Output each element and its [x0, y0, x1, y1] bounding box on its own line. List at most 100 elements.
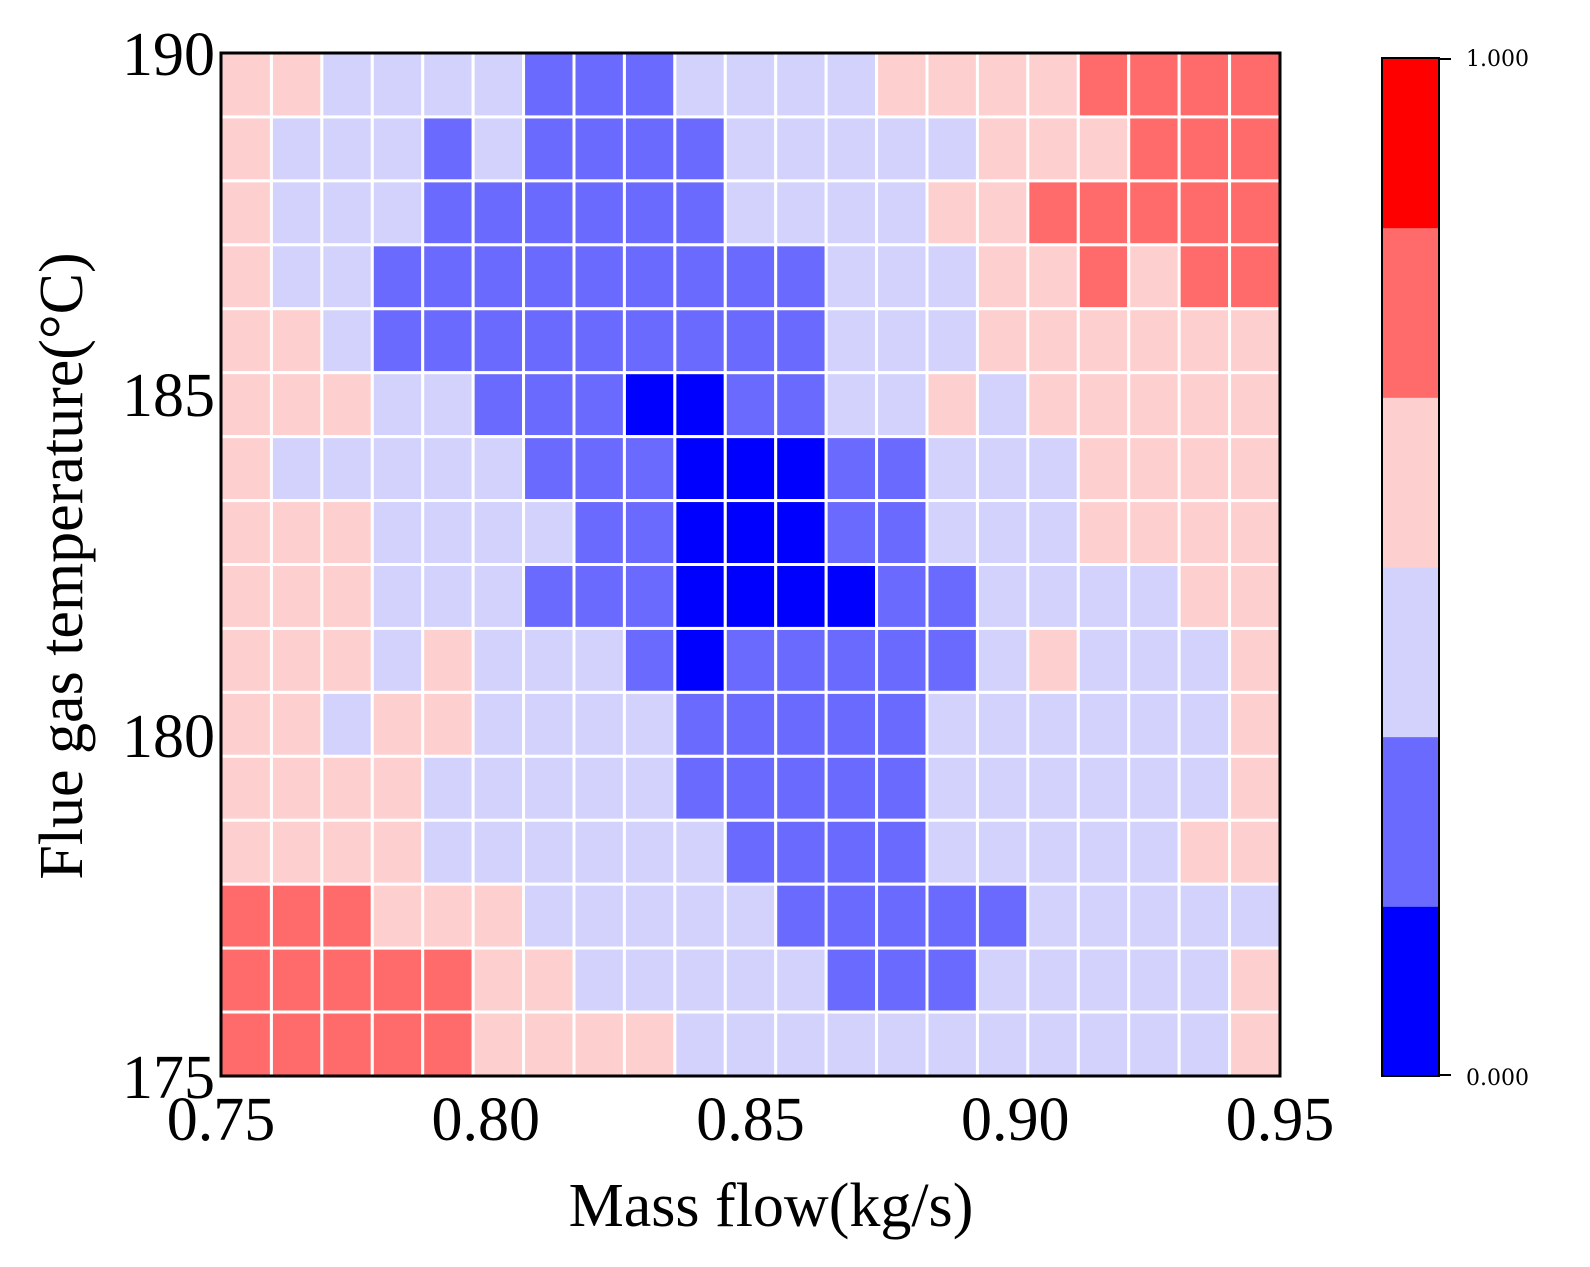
- heatmap-cell: [471, 818, 526, 886]
- heatmap-cell: [471, 882, 526, 950]
- heatmap-cell: [370, 51, 425, 119]
- x-tick-label: 0.75: [167, 1086, 276, 1154]
- heatmap-cell: [723, 371, 778, 439]
- heatmap-cell: [774, 435, 828, 503]
- heatmap-cell: [824, 754, 879, 822]
- x-tick-label: 0.85: [696, 1086, 805, 1154]
- heatmap-cell: [471, 435, 526, 503]
- heatmap-cell: [774, 754, 828, 822]
- heatmap-cell: [421, 499, 475, 566]
- heatmap-cell: [774, 690, 828, 758]
- heatmap-cell: [1177, 626, 1232, 694]
- heatmap-cell: [421, 946, 475, 1014]
- heatmap-cell: [522, 626, 576, 694]
- heatmap-cell: [622, 563, 677, 630]
- heatmap-cell: [1076, 563, 1131, 630]
- heatmap-cell: [421, 882, 475, 950]
- heatmap-cell: [673, 818, 727, 886]
- heatmap-cell: [875, 754, 929, 822]
- heatmap-cell: [320, 946, 374, 1014]
- heatmap-cell: [219, 179, 273, 247]
- heatmap-cell: [925, 115, 979, 183]
- heatmap-cell: [1127, 51, 1181, 119]
- heatmap-cell: [1026, 946, 1080, 1014]
- heatmap-cell: [1228, 1010, 1282, 1078]
- heatmap-cell: [622, 499, 677, 566]
- heatmap-cell: [824, 1010, 879, 1078]
- heatmap-cell: [219, 499, 273, 566]
- heatmap-cell: [522, 1010, 576, 1078]
- heatmap-cell: [572, 51, 626, 119]
- heatmap-cell: [269, 754, 324, 822]
- heatmap-cell: [723, 754, 778, 822]
- heatmap-cell: [471, 243, 526, 311]
- heatmap-cell: [572, 499, 626, 566]
- heatmap-cell: [824, 51, 879, 119]
- heatmap-cell: [1026, 435, 1080, 503]
- heatmap-cell: [975, 115, 1030, 183]
- heatmap-cell: [421, 307, 475, 375]
- heatmap-cell: [1076, 307, 1131, 375]
- heatmap-cell: [320, 818, 374, 886]
- colorbar-max-label: 1.000: [1466, 47, 1529, 72]
- heatmap-cell: [925, 307, 979, 375]
- heatmap-cell: [269, 243, 324, 311]
- heatmap-cell: [673, 115, 727, 183]
- heatmap-cell: [875, 243, 929, 311]
- heatmap-cell: [622, 115, 677, 183]
- heatmap-cell: [1076, 179, 1131, 247]
- heatmap-cell: [1177, 1010, 1232, 1078]
- heatmap-cell: [522, 179, 576, 247]
- heatmap-cell: [219, 563, 273, 630]
- heatmap-cell: [320, 1010, 374, 1078]
- heatmap-cell: [975, 179, 1030, 247]
- heatmap-cell: [622, 882, 677, 950]
- heatmap-cell: [572, 690, 626, 758]
- heatmap-cell: [1228, 946, 1282, 1014]
- heatmap-cell: [219, 626, 273, 694]
- heatmap-cell: [723, 563, 778, 630]
- y-tick-label: 180: [122, 703, 215, 771]
- heatmap-cell: [875, 371, 929, 439]
- heatmap-cell: [824, 563, 879, 630]
- heatmap-cell: [1177, 307, 1232, 375]
- heatmap-cell: [1127, 243, 1181, 311]
- heatmap-cell: [370, 563, 425, 630]
- colorbar: [1382, 58, 1439, 1077]
- heatmap-cell: [774, 307, 828, 375]
- heatmap-cell: [471, 51, 526, 119]
- heatmap-cell: [269, 179, 324, 247]
- heatmap-cell: [673, 51, 727, 119]
- heatmap-cell: [975, 307, 1030, 375]
- heatmap-cell: [975, 51, 1030, 119]
- heatmap-cell: [673, 435, 727, 503]
- heatmap-cell: [673, 563, 727, 630]
- heatmap-cell: [1177, 754, 1232, 822]
- heatmap-cell: [1026, 626, 1080, 694]
- heatmap-cell: [1076, 818, 1131, 886]
- heatmap-cell: [824, 882, 879, 950]
- heatmap-cell: [774, 115, 828, 183]
- heatmap-cell: [975, 946, 1030, 1014]
- heatmap-cell: [219, 307, 273, 375]
- heatmap-cell: [1228, 115, 1282, 183]
- heatmap-cell: [622, 307, 677, 375]
- heatmap-cell: [1177, 115, 1232, 183]
- heatmap-cell: [269, 882, 324, 950]
- heatmap-cell: [1127, 179, 1181, 247]
- heatmap-cell: [1127, 307, 1181, 375]
- heatmap-cell: [522, 499, 576, 566]
- heatmap-cell: [1127, 1010, 1181, 1078]
- heatmap-cell: [1127, 563, 1181, 630]
- heatmap-cell: [1177, 371, 1232, 439]
- heatmap-cell: [875, 690, 929, 758]
- heatmap-cell: [925, 371, 979, 439]
- heatmap-cell: [1127, 115, 1181, 183]
- heatmap-cell: [925, 882, 979, 950]
- heatmap-cell: [1228, 818, 1282, 886]
- heatmap-cell: [320, 243, 374, 311]
- colorbar-band: [1382, 906, 1439, 1077]
- heatmap-cell: [269, 499, 324, 566]
- heatmap-cell: [925, 818, 979, 886]
